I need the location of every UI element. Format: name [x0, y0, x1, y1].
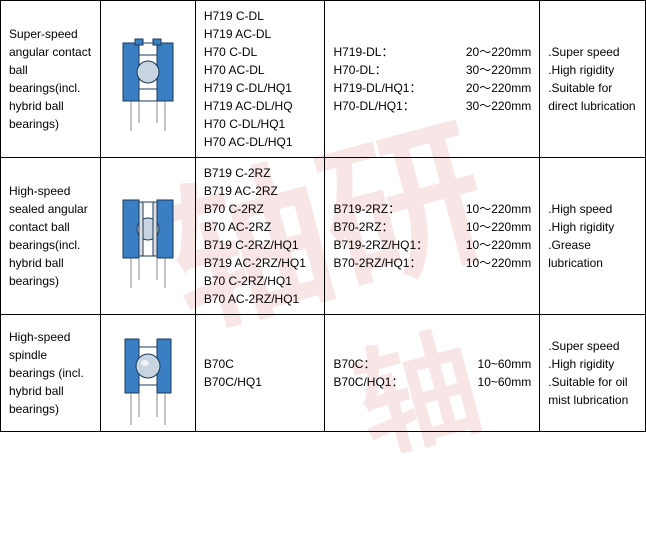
bearing-icon [100, 1, 195, 158]
feature-list: .Super speed.High rigidity.Suitable for … [540, 315, 646, 432]
series-list: B719 C-2RZB719 AC-2RZB70 C-2RZB70 AC-2RZ… [195, 158, 325, 315]
table-row: High-speed spindle bearings (incl. hybri… [1, 315, 646, 432]
size-list: B70C：10~60mmB70C/HQ1：10~60mm [325, 315, 540, 432]
series-list: B70CB70C/HQ1 [195, 315, 325, 432]
bearing-name: High-speed spindle bearings (incl. hybri… [1, 315, 101, 432]
bearing-name: Super-speed angular contact ball bearing… [1, 1, 101, 158]
table-row: Super-speed angular contact ball bearing… [1, 1, 646, 158]
bearing-icon [100, 158, 195, 315]
feature-list: .Super speed.High rigidity.Suitable for … [540, 1, 646, 158]
series-list: H719 C-DLH719 AC-DLH70 C-DLH70 AC-DLH719… [195, 1, 325, 158]
size-list: B719-2RZ：10～220mmB70-2RZ：10～220mmB719-2R… [325, 158, 540, 315]
size-list: H719-DL：20～220mmH70-DL：30～220mmH719-DL/H… [325, 1, 540, 158]
feature-list: .High speed.High rigidity.Grease lubrica… [540, 158, 646, 315]
bearing-name: High-speed sealed angular contact ball b… [1, 158, 101, 315]
bearing-icon [100, 315, 195, 432]
bearings-table: Super-speed angular contact ball bearing… [0, 0, 646, 432]
table-row: High-speed sealed angular contact ball b… [1, 158, 646, 315]
